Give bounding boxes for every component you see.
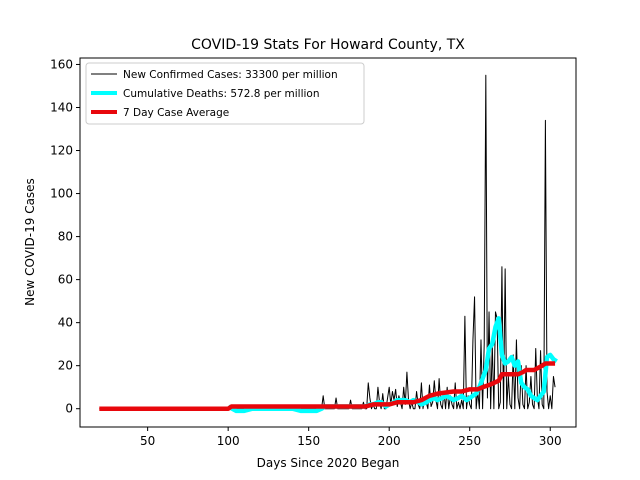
x-tick-label: 50	[140, 434, 155, 448]
y-axis-label: New COVID-19 Cases	[23, 178, 37, 306]
x-axis-label: Days Since 2020 Began	[257, 456, 400, 470]
y-axis-ticks: 0 20 40 60 80 100 120 140 160	[50, 57, 80, 416]
y-tick-label: 40	[58, 316, 73, 330]
y-tick-label: 20	[58, 359, 73, 373]
y-tick-label: 140	[50, 100, 73, 114]
x-axis-ticks: 50 100 150 200 250 300	[140, 427, 562, 448]
series-layer	[99, 74, 558, 414]
x-tick-label: 150	[297, 434, 320, 448]
x-tick-label: 250	[458, 434, 481, 448]
legend-label-cumulative-deaths: Cumulative Deaths: 572.8 per million	[123, 88, 320, 100]
x-tick-label: 300	[539, 434, 562, 448]
plot-frame	[79, 57, 577, 428]
x-tick-label: 100	[217, 434, 240, 448]
series-line-2	[99, 361, 556, 411]
series-line-0	[99, 74, 556, 410]
legend-label-7-day-average: 7 Day Case Average	[123, 107, 229, 119]
legend-box	[85, 62, 365, 125]
y-tick-label: 120	[50, 144, 73, 158]
y-tick-label: 0	[65, 402, 73, 416]
legend: New Confirmed Cases: 33300 per million C…	[85, 62, 365, 125]
y-tick-label: 60	[58, 273, 73, 287]
legend-label-new-cases: New Confirmed Cases: 33300 per million	[123, 69, 338, 81]
x-tick-label: 200	[378, 434, 401, 448]
y-tick-label: 80	[58, 230, 73, 244]
chart-title: COVID-19 Stats For Howard County, TX	[191, 37, 465, 53]
y-tick-label: 160	[50, 57, 73, 71]
y-tick-label: 100	[50, 187, 73, 201]
